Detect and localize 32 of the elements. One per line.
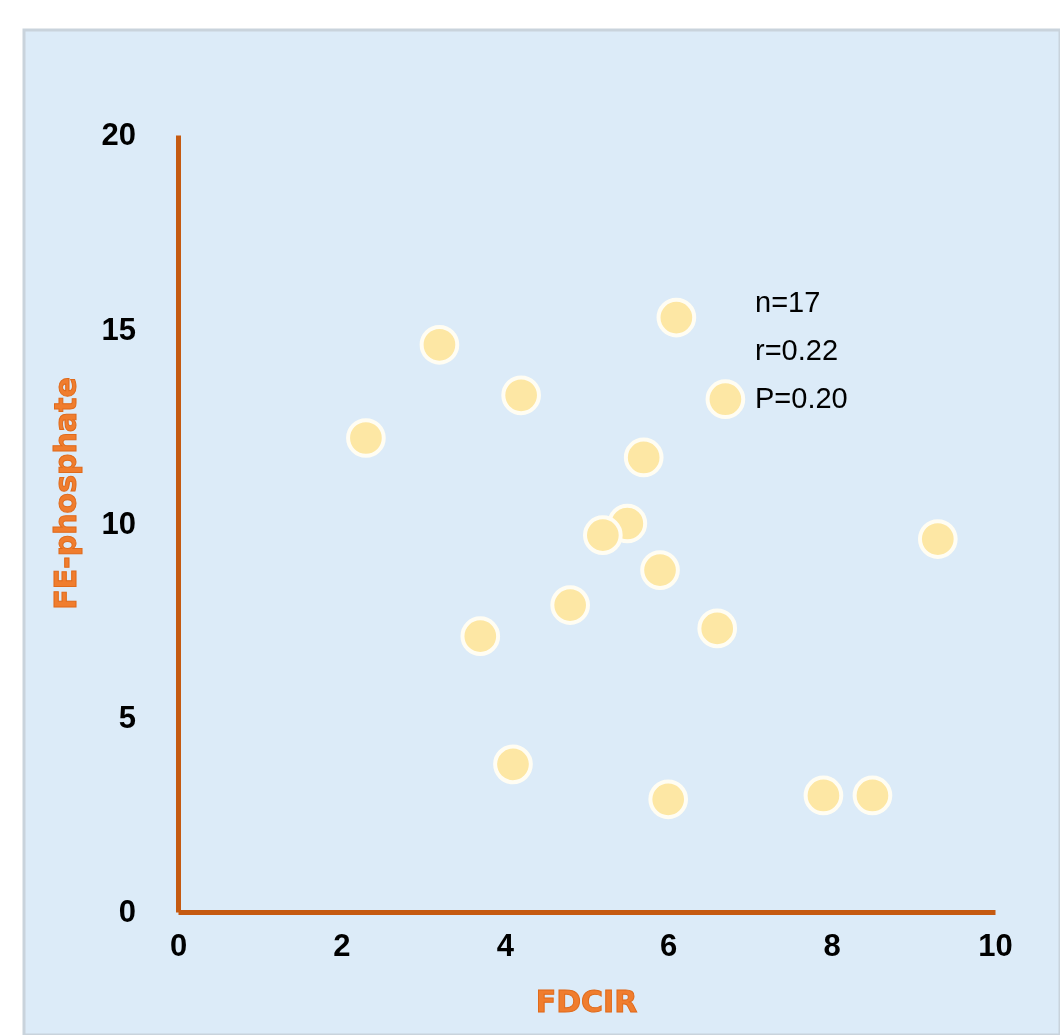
point bbox=[852, 775, 893, 816]
y-tick-label: 0 bbox=[118, 894, 136, 930]
y-tick-label: 20 bbox=[101, 117, 136, 153]
point bbox=[656, 297, 697, 338]
point bbox=[623, 437, 664, 478]
point bbox=[640, 550, 680, 590]
point bbox=[803, 775, 844, 816]
y-axis-title: FE-phosphate bbox=[48, 377, 83, 610]
x-axis-title: FDCIR bbox=[535, 984, 638, 1019]
x-tick-label: 10 bbox=[978, 928, 1013, 964]
x-tick-label: 4 bbox=[496, 928, 515, 964]
point bbox=[419, 324, 460, 365]
point bbox=[583, 515, 623, 555]
point bbox=[648, 779, 689, 820]
point bbox=[346, 418, 386, 458]
point bbox=[917, 519, 958, 559]
x-tick-label: 2 bbox=[333, 928, 351, 964]
point bbox=[460, 616, 501, 656]
x-tick-label: 6 bbox=[660, 928, 678, 964]
point bbox=[697, 608, 738, 649]
x-tick-label: 0 bbox=[169, 928, 188, 964]
y-tick-label: 10 bbox=[101, 505, 136, 541]
point bbox=[493, 744, 533, 785]
annotation: r=0.22 bbox=[755, 334, 839, 366]
y-tick-label: 5 bbox=[118, 700, 136, 736]
point bbox=[705, 379, 746, 419]
x-tick-label: 8 bbox=[823, 928, 841, 964]
annotation: P=0.20 bbox=[755, 382, 848, 414]
annotation: n=17 bbox=[755, 286, 821, 318]
y-tick-label: 15 bbox=[101, 311, 136, 347]
point bbox=[550, 585, 590, 625]
point bbox=[501, 375, 541, 416]
